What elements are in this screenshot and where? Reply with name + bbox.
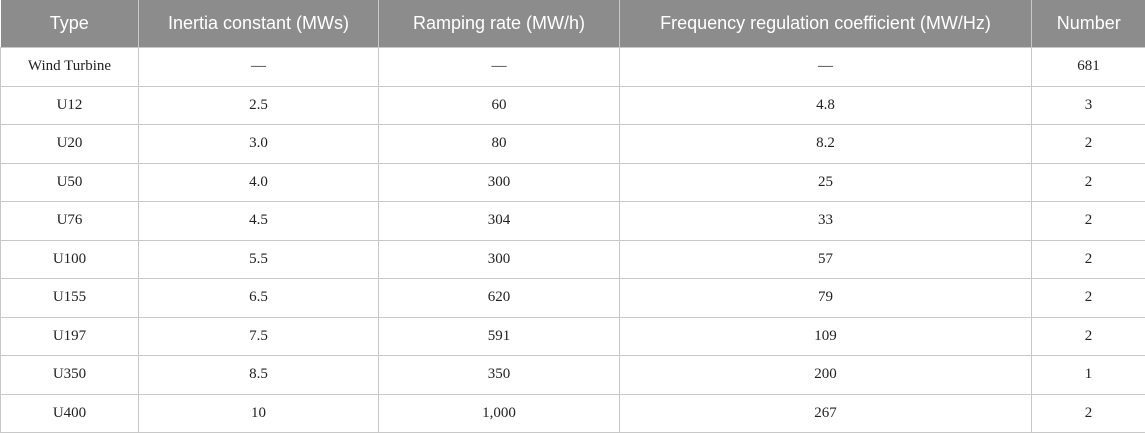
table-row: U50 4.0 300 25 2 [0, 162, 1145, 202]
table-cell: U350 [0, 355, 139, 395]
table-cell: 109 [619, 316, 1032, 356]
table-cell: U50 [0, 162, 139, 202]
table-cell: 2 [1031, 162, 1145, 202]
table-cell: U197 [0, 316, 139, 356]
header-cell: Inertia constant (MWs) [138, 0, 379, 48]
table-cell: 2 [1031, 124, 1145, 164]
table-cell: 5.5 [138, 239, 379, 279]
header-cell: Type [0, 0, 139, 48]
table-cell: 2.5 [138, 85, 379, 125]
table-cell: 8.2 [619, 124, 1032, 164]
table-cell: 7.5 [138, 316, 379, 356]
table-cell: 10 [138, 393, 379, 433]
header-cell: Number [1031, 0, 1145, 48]
table-cell: U155 [0, 278, 139, 318]
table-cell: 8.5 [138, 355, 379, 395]
table-row: U12 2.5 60 4.8 3 [0, 85, 1145, 125]
table-row: U20 3.0 80 8.2 2 [0, 124, 1145, 164]
table-cell: — [378, 47, 620, 87]
table-cell: 350 [378, 355, 620, 395]
table-cell: 3 [1031, 85, 1145, 125]
table-cell: 4.5 [138, 201, 379, 241]
header-cell: Frequency regulation coefficient (MW/Hz) [619, 0, 1032, 48]
header-cell: Ramping rate (MW/h) [378, 0, 620, 48]
table-cell: 6.5 [138, 278, 379, 318]
table-body: Wind Turbine — — —681 U12 2.5 60 4.8 3 U20 3.0 80 8.… [0, 47, 1145, 433]
table-cell: 591 [378, 316, 620, 356]
table-cell: 1,000 [378, 393, 620, 433]
table-cell: — [138, 47, 379, 87]
table-cell: 33 [619, 201, 1032, 241]
table-cell: 304 [378, 201, 620, 241]
table-cell: 2 [1031, 393, 1145, 433]
table-cell: 200 [619, 355, 1032, 395]
table-row: U155 6.5 620 79 2 [0, 278, 1145, 318]
table-cell: 681 [1031, 47, 1145, 87]
table-cell: — [619, 47, 1032, 87]
table-cell: U100 [0, 239, 139, 279]
header-row: Type Inertia constant (MWs) Ramping rate (… [0, 0, 1145, 48]
table-cell: 4.8 [619, 85, 1032, 125]
table-cell: 80 [378, 124, 620, 164]
table-row: U100 5.5 300 57 2 [0, 239, 1145, 279]
table-cell: 79 [619, 278, 1032, 318]
table-cell: 1 [1031, 355, 1145, 395]
table-row: U76 4.5 304 33 2 [0, 201, 1145, 241]
table-cell: 300 [378, 162, 620, 202]
table-cell: 300 [378, 239, 620, 279]
table-row: U400 10 1,000 267 2 [0, 393, 1145, 433]
table-cell: U20 [0, 124, 139, 164]
table-cell: 267 [619, 393, 1032, 433]
table-cell: U400 [0, 393, 139, 433]
table-cell: 60 [378, 85, 620, 125]
table-cell: 2 [1031, 316, 1145, 356]
table-cell: 3.0 [138, 124, 379, 164]
table-cell: 57 [619, 239, 1032, 279]
table-cell: Wind Turbine [0, 47, 139, 87]
table-cell: 620 [378, 278, 620, 318]
table-cell: 2 [1031, 239, 1145, 279]
table-cell: U76 [0, 201, 139, 241]
table-row: Wind Turbine — — —681 [0, 47, 1145, 87]
table-cell: 2 [1031, 201, 1145, 241]
table-cell: 4.0 [138, 162, 379, 202]
table-cell: 25 [619, 162, 1032, 202]
table-cell: 2 [1031, 278, 1145, 318]
table-cell: U12 [0, 85, 139, 125]
table-row: U350 8.5 350 200 1 [0, 355, 1145, 395]
table-row: U197 7.5 591 109 2 [0, 316, 1145, 356]
